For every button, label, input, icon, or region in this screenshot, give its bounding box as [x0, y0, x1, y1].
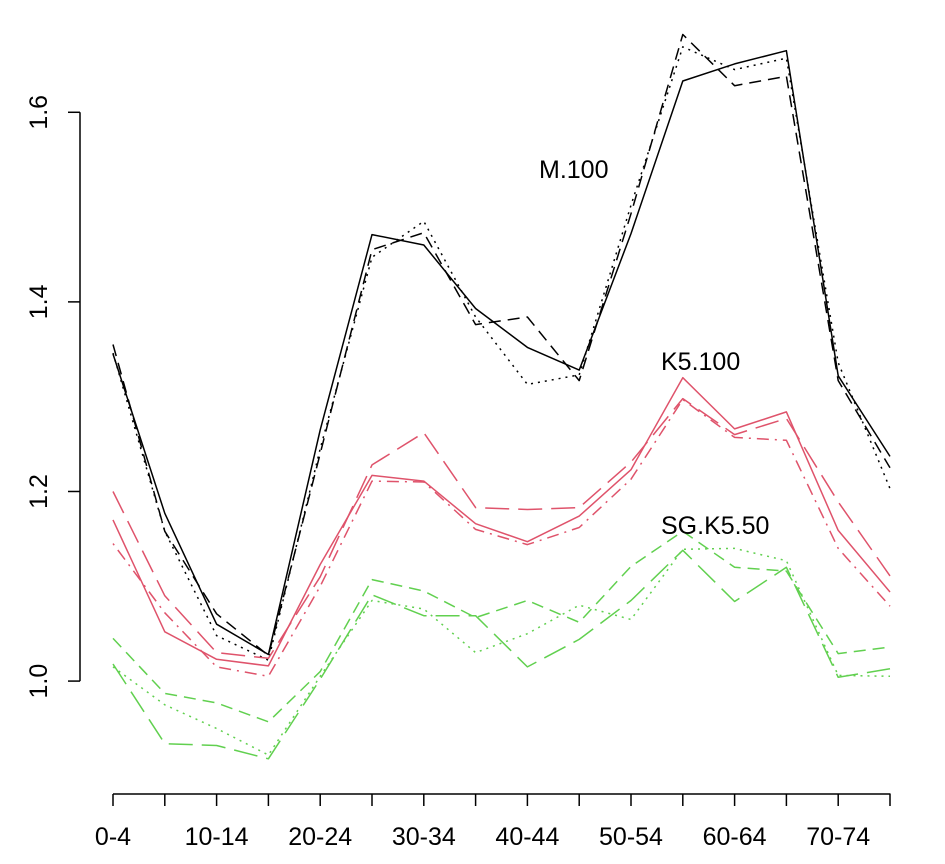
series-layer [112, 33, 891, 760]
y-tick-label: 1.0 [25, 664, 53, 699]
y-tick-label: 1.4 [25, 284, 53, 319]
x-tick-label: 30-34 [392, 823, 456, 851]
series-group-m100 [112, 33, 891, 661]
series-line-sgk550-dashed [112, 530, 891, 723]
y-axis: 1.0 1.2 1.4 1.6 [25, 95, 81, 699]
series-label-sgk550: SG.K5.50 [661, 512, 769, 540]
series-line-m100-dotted [112, 46, 891, 661]
series-label-k5100: K5.100 [661, 348, 740, 376]
x-tick-label: 60-64 [703, 823, 767, 851]
series-group-k5100 [112, 376, 891, 678]
x-tick-label: 10-14 [185, 823, 249, 851]
x-tick-label: 70-74 [806, 823, 870, 851]
x-tick-label: 40-44 [495, 823, 559, 851]
y-tick-label: 1.2 [25, 474, 53, 509]
series-line-k5100-solid [112, 376, 891, 667]
series-line-k5100-longdash [112, 397, 891, 660]
series-line-sgk550-longdash [112, 549, 891, 760]
series-line-m100-dashed [112, 33, 891, 657]
x-axis: 0-4 10-14 20-24 30-34 40-44 50-54 60-64 70-74 [95, 793, 891, 851]
series-labels: M.100 K5.100 SG.K5.50 [539, 156, 769, 540]
y-tick-label: 1.6 [25, 95, 53, 130]
x-tick-label: 0-4 [95, 823, 131, 851]
series-line-k5100-dotdash [112, 398, 891, 678]
series-label-m100: M.100 [539, 156, 608, 184]
series-line-sgk550-dotted [112, 547, 891, 756]
x-tick-label: 50-54 [599, 823, 663, 851]
x-tick-label: 20-24 [288, 823, 352, 851]
series-group-sgk550 [112, 530, 891, 760]
series-line-m100-solid [112, 49, 891, 656]
